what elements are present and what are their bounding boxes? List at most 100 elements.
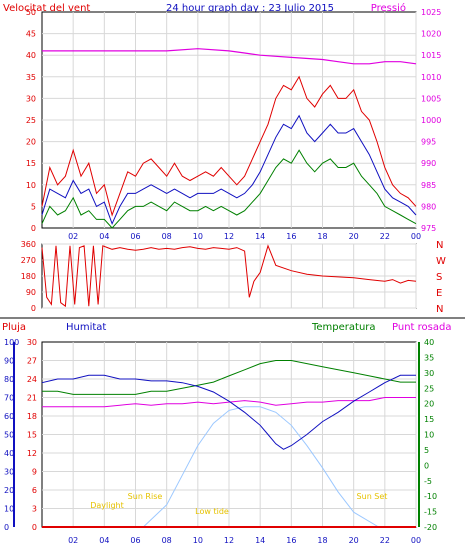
hour-tick-label: 10 xyxy=(193,536,203,545)
hour-tick-label: 04 xyxy=(99,536,109,545)
humidity-tick-label: 60 xyxy=(4,412,14,421)
hour-tick-label: 16 xyxy=(286,536,296,545)
wind-panel-series xyxy=(41,48,417,229)
humidity-label: Humitat xyxy=(66,322,106,333)
humidity-tick-label: 0 xyxy=(4,523,9,532)
temperature-tick-label: 5 xyxy=(424,446,429,455)
direction-panel-grid xyxy=(42,243,417,309)
hour-tick-label: 12 xyxy=(224,536,234,545)
humidity-tick-label: 20 xyxy=(4,486,14,495)
series-pressure-line xyxy=(42,48,417,65)
wind-speed-tick-label: 15 xyxy=(26,159,36,168)
rain-tick-label: 30 xyxy=(27,338,37,347)
wind-speed-tick-label: 25 xyxy=(26,116,36,125)
hour-tick-label: 02 xyxy=(68,536,78,545)
humidity-tick-label: 80 xyxy=(4,375,14,384)
temperature-label: Temperatura xyxy=(311,322,376,333)
temperature-tick-label: 40 xyxy=(424,338,434,347)
hour-tick-label: 16 xyxy=(286,232,296,241)
direction-tick-label: 270 xyxy=(21,256,36,265)
direction-tick-label: 360 xyxy=(21,240,36,249)
climate-panel-series xyxy=(41,360,416,528)
humidity-tick-label: 50 xyxy=(4,431,14,440)
wind-speed-tick-label: 10 xyxy=(26,181,36,190)
temperature-tick-label: 15 xyxy=(424,415,434,424)
humidity-tick-label: 40 xyxy=(4,449,14,458)
wind-speed-tick-label: 0 xyxy=(31,224,36,233)
wind-panel-grid xyxy=(42,12,417,228)
dew-point-label: Punt rosada xyxy=(392,322,451,333)
compass-letter: N xyxy=(436,304,443,315)
direction-panel-series xyxy=(41,244,417,308)
climate-panel-grid xyxy=(42,342,417,527)
hour-tick-label: 08 xyxy=(162,232,172,241)
hour-tick-label: 02 xyxy=(68,232,78,241)
rain-tick-label: 9 xyxy=(32,468,37,477)
hour-tick-label: 14 xyxy=(255,536,265,545)
hour-tick-label: 00 xyxy=(411,536,421,545)
direction-tick-label: 0 xyxy=(31,304,36,313)
pressure-tick-label: 990 xyxy=(421,159,436,168)
series-average-line xyxy=(41,114,417,226)
hour-tick-label: 18 xyxy=(317,232,327,241)
sun-event-label: Daylight xyxy=(90,501,124,510)
wind-panel: 0510152025303540455097598098599099510001… xyxy=(26,8,442,241)
humidity-tick-label: 70 xyxy=(4,394,14,403)
pressure-tick-label: 975 xyxy=(421,224,436,233)
wind-speed-tick-label: 30 xyxy=(26,94,36,103)
rain-tick-label: 24 xyxy=(27,375,37,384)
wind-speed-tick-label: 35 xyxy=(26,73,36,82)
wind-speed-tick-label: 20 xyxy=(26,138,36,147)
hour-tick-label: 08 xyxy=(162,536,172,545)
temperature-tick-label: 20 xyxy=(424,400,434,409)
compass-letter: W xyxy=(436,256,446,267)
direction-tick-label: 180 xyxy=(21,272,36,281)
rain-tick-label: 15 xyxy=(27,431,37,440)
direction-tick-label: 90 xyxy=(26,288,36,297)
sun-event-label: Sun Rise xyxy=(128,492,163,501)
wind-speed-title: Velocitat del vent xyxy=(3,3,90,14)
pressure-tick-label: 1000 xyxy=(421,116,441,125)
pressure-tick-label: 1015 xyxy=(421,51,441,60)
wind-speed-tick-label: 50 xyxy=(26,8,36,17)
temperature-tick-label: 0 xyxy=(424,461,429,470)
sun-event-labels: Daylight Sun Rise Low tide Sun Set xyxy=(90,492,387,516)
sun-event-label: Sun Set xyxy=(357,492,388,501)
series-humidity-line xyxy=(41,374,416,450)
rain-tick-label: 27 xyxy=(27,357,37,366)
hour-tick-label: 06 xyxy=(130,232,140,241)
wind-speed-tick-label: 5 xyxy=(31,202,36,211)
sun-event-label: Low tide xyxy=(195,507,229,516)
climate-panel-ticks: 0102030405060708090100036912151821242730… xyxy=(4,338,437,545)
humidity-tick-label: 30 xyxy=(4,468,14,477)
rain-tick-label: 21 xyxy=(27,394,37,403)
hour-tick-label: 22 xyxy=(380,536,390,545)
temperature-tick-label: -10 xyxy=(424,492,437,501)
pressure-title: Pressió xyxy=(371,2,406,14)
rain-tick-label: 6 xyxy=(32,486,37,495)
hour-tick-label: 14 xyxy=(255,232,265,241)
series-gust-line xyxy=(41,75,417,217)
chart-date-title: 24 hour graph day : 23 Julio 2015 xyxy=(166,3,334,14)
humidity-tick-label: 90 xyxy=(4,357,14,366)
climate-panel: 0102030405060708090100036912151821242730… xyxy=(4,338,437,545)
temperature-tick-label: -15 xyxy=(424,508,437,517)
hour-tick-label: 18 xyxy=(317,536,327,545)
hour-tick-label: 00 xyxy=(411,232,421,241)
hour-tick-label: 20 xyxy=(349,536,359,545)
temperature-tick-label: 25 xyxy=(424,384,434,393)
wind-speed-tick-label: 40 xyxy=(26,51,36,60)
hour-tick-label: 10 xyxy=(193,232,203,241)
pressure-tick-label: 1020 xyxy=(421,30,441,39)
series-solar-line xyxy=(142,406,379,528)
series-minimum-line xyxy=(41,149,417,229)
temperature-tick-label: 35 xyxy=(424,353,434,362)
direction-panel-ticks: 0 90 180 270 360 xyxy=(21,240,36,313)
rain-tick-label: 3 xyxy=(32,505,37,514)
pressure-tick-label: 1025 xyxy=(421,8,441,17)
rain-tick-label: 12 xyxy=(27,449,37,458)
compass-letter: E xyxy=(436,288,442,299)
series-temperature-line xyxy=(42,360,416,395)
